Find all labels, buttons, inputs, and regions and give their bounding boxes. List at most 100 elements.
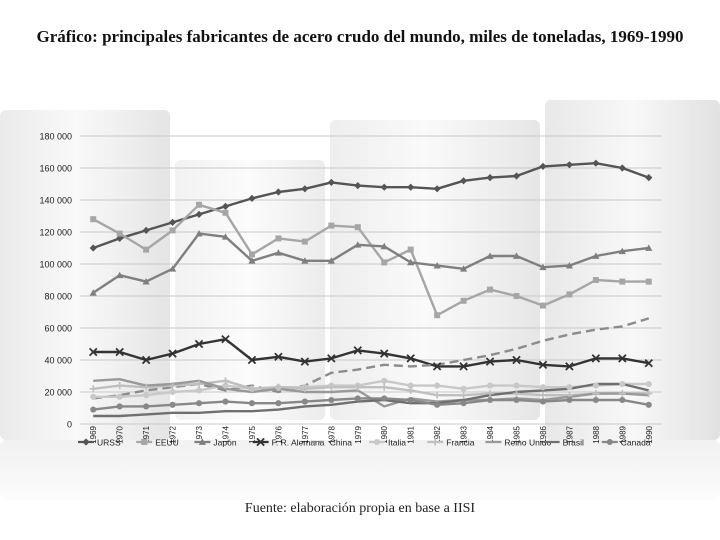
legend-label: F. R. Alemana <box>272 438 325 448</box>
data-point <box>169 388 176 396</box>
legend-label: URSS <box>97 438 121 448</box>
data-point <box>407 386 415 394</box>
data-point <box>194 339 204 349</box>
data-point <box>433 185 441 193</box>
data-point <box>459 391 468 399</box>
source-note: Fuente: elaboración propia en base a IIS… <box>244 501 476 516</box>
data-point <box>116 393 123 400</box>
data-point <box>645 278 652 285</box>
data-point <box>592 390 600 398</box>
data-point <box>512 355 521 365</box>
data-point <box>407 258 415 266</box>
data-point <box>143 246 150 253</box>
data-point <box>143 403 150 410</box>
y-tick-label: 80 000 <box>44 292 72 302</box>
x-tick-label: 1977 <box>301 425 310 443</box>
data-point <box>619 380 626 388</box>
legend-label: China <box>330 438 352 448</box>
data-point <box>539 302 546 309</box>
data-point <box>328 396 335 404</box>
data-point <box>407 246 414 253</box>
data-point <box>327 257 335 264</box>
data-point <box>618 390 626 398</box>
series-line <box>93 317 650 400</box>
y-tick-label: 40 000 <box>44 356 72 366</box>
x-tick-label: 1990 <box>645 425 654 443</box>
data-point <box>141 355 151 365</box>
data-point <box>301 398 308 405</box>
data-point <box>168 218 177 226</box>
x-tick-label: 1972 <box>169 425 178 443</box>
x-tick-label: 1969 <box>89 425 98 443</box>
series-line <box>93 382 650 418</box>
data-point <box>434 401 441 408</box>
data-point <box>141 439 148 445</box>
gridlines <box>80 135 662 425</box>
x-tick-label: 1988 <box>592 425 601 443</box>
data-point <box>645 401 652 408</box>
series-line <box>93 397 650 411</box>
x-tick-label: 1974 <box>222 425 231 443</box>
x-tick-label: 1971 <box>142 425 151 443</box>
data-point <box>539 398 547 405</box>
data-point <box>513 293 520 299</box>
data-point <box>195 380 203 388</box>
data-point <box>566 396 573 404</box>
x-tick-label: 1984 <box>486 425 495 443</box>
data-point <box>248 385 256 393</box>
x-tick-label: 1987 <box>565 425 574 443</box>
data-point <box>434 312 441 319</box>
data-point <box>195 400 203 407</box>
data-point <box>274 383 283 391</box>
y-tick-label: 60 000 <box>44 324 72 334</box>
data-point <box>116 271 124 279</box>
data-point <box>195 210 203 218</box>
data-point <box>565 362 574 371</box>
data-point <box>512 172 521 180</box>
data-point <box>89 244 97 252</box>
data-point <box>142 383 150 391</box>
x-tick-label: 1979 <box>354 425 363 443</box>
data-point <box>247 355 257 365</box>
data-point <box>592 252 600 259</box>
data-point <box>486 174 494 182</box>
data-point <box>486 382 494 389</box>
data-point <box>195 387 203 394</box>
legend-label: Japón <box>213 438 236 448</box>
data-point <box>301 238 308 245</box>
data-point <box>248 194 256 202</box>
data-point <box>460 385 467 392</box>
data-point <box>381 259 388 266</box>
data-point <box>300 357 310 366</box>
data-point <box>434 382 441 389</box>
data-point <box>513 396 520 404</box>
data-point <box>407 382 414 389</box>
x-tick-label: 1981 <box>407 425 416 443</box>
data-point <box>566 291 573 298</box>
data-point <box>460 297 467 304</box>
data-point <box>301 385 309 393</box>
x-tick-label: 1978 <box>327 425 336 443</box>
data-point <box>142 226 150 234</box>
legend-label: Reino Unido <box>504 438 551 448</box>
data-point <box>592 277 599 283</box>
background-pipe <box>0 440 720 500</box>
data-point <box>433 262 441 269</box>
data-point <box>248 400 256 407</box>
data-point <box>354 182 362 190</box>
data-point <box>198 438 206 445</box>
data-point <box>486 396 494 404</box>
data-point <box>644 358 654 368</box>
data-point <box>459 177 468 185</box>
y-axis-tick-labels: 0 20 000 40 000 60 000 80 000 100 000 120 000 1… <box>39 132 72 430</box>
series-line <box>92 232 649 294</box>
y-tick-label: 160 000 <box>39 164 72 174</box>
data-point <box>539 162 547 170</box>
data-point <box>275 400 282 407</box>
data-point <box>539 391 547 399</box>
y-tick-label: 100 000 <box>39 260 72 270</box>
data-point <box>431 438 439 446</box>
data-point <box>539 263 547 271</box>
data-point <box>221 334 230 344</box>
